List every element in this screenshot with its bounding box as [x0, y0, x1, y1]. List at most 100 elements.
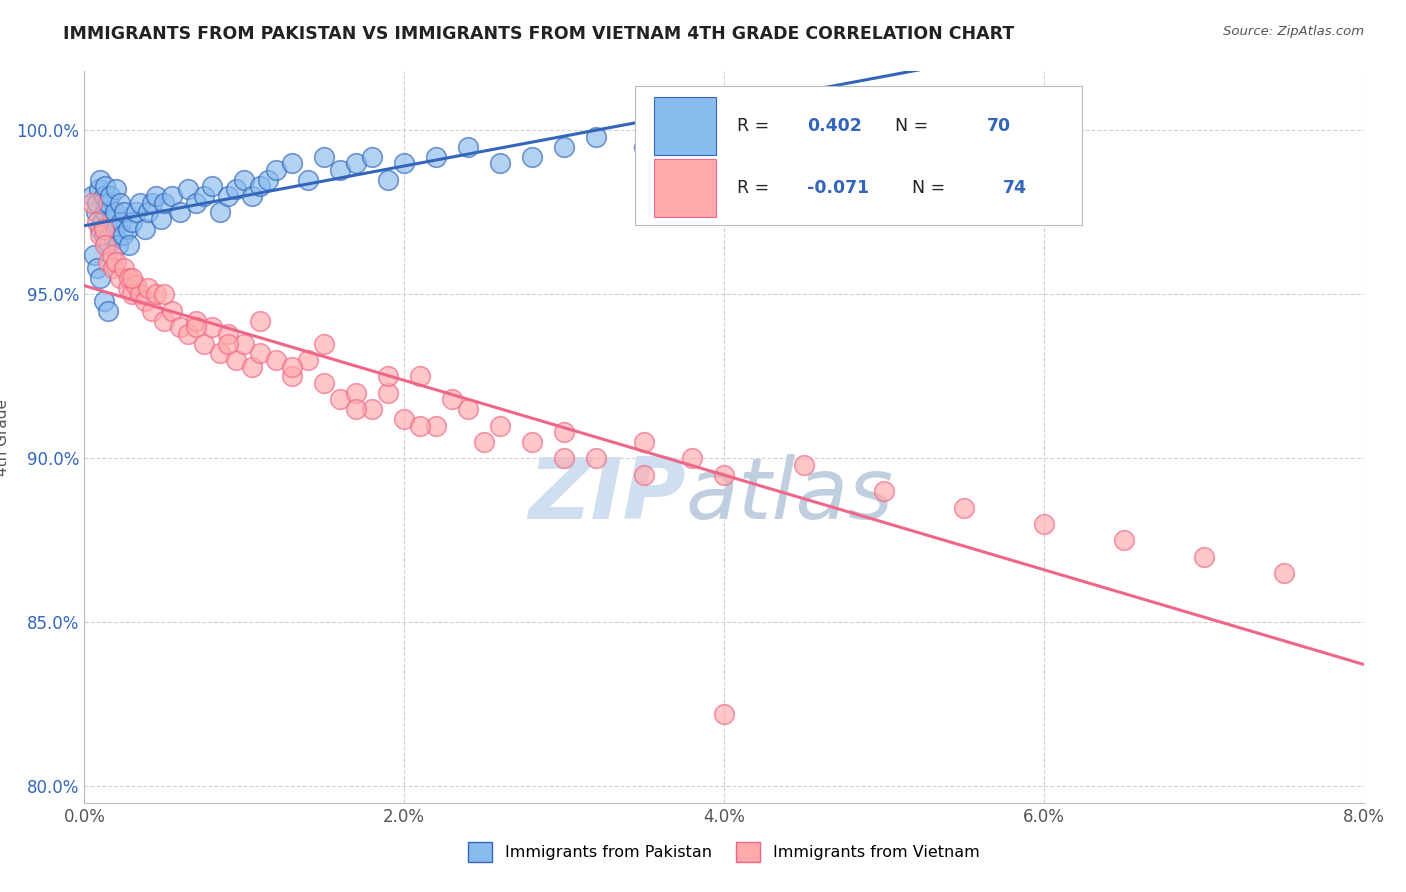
- Point: [249, 313, 271, 327]
- Point: [153, 287, 176, 301]
- Point: [141, 303, 163, 318]
- Point: [86, 195, 108, 210]
- Point: [145, 287, 167, 301]
- Point: [104, 205, 127, 219]
- Point: [585, 130, 607, 145]
- Point: [225, 353, 247, 368]
- Point: [633, 435, 655, 450]
- Point: [83, 248, 105, 262]
- Point: [186, 313, 208, 327]
- Point: [209, 205, 232, 219]
- Point: [314, 336, 336, 351]
- Point: [89, 228, 111, 243]
- Point: [121, 287, 143, 301]
- Point: [297, 353, 319, 368]
- Point: [162, 303, 184, 318]
- Point: [82, 195, 104, 210]
- Point: [793, 458, 815, 472]
- Point: [344, 402, 367, 417]
- FancyBboxPatch shape: [654, 97, 717, 155]
- Point: [129, 287, 152, 301]
- Point: [472, 435, 495, 450]
- Point: [457, 402, 479, 417]
- Point: [297, 172, 319, 186]
- Point: [329, 392, 352, 407]
- Point: [329, 162, 352, 177]
- Point: [257, 172, 280, 186]
- FancyBboxPatch shape: [654, 160, 717, 218]
- Point: [377, 385, 399, 400]
- Point: [100, 248, 122, 262]
- Point: [141, 195, 163, 210]
- Point: [101, 261, 124, 276]
- Point: [1272, 566, 1295, 581]
- Point: [713, 707, 735, 722]
- Point: [681, 451, 703, 466]
- Point: [117, 222, 139, 236]
- Point: [217, 336, 239, 351]
- Point: [134, 293, 156, 308]
- Point: [129, 195, 152, 210]
- Point: [953, 500, 976, 515]
- Point: [105, 182, 128, 196]
- Point: [112, 261, 135, 276]
- Text: R =: R =: [737, 117, 775, 136]
- Point: [93, 293, 115, 308]
- Legend: Immigrants from Pakistan, Immigrants from Vietnam: Immigrants from Pakistan, Immigrants fro…: [463, 836, 986, 868]
- Point: [409, 369, 432, 384]
- Point: [394, 412, 416, 426]
- Point: [153, 195, 176, 210]
- Point: [713, 467, 735, 482]
- Point: [1032, 516, 1054, 531]
- Point: [409, 418, 432, 433]
- Point: [89, 222, 111, 236]
- Point: [118, 271, 141, 285]
- Point: [97, 195, 120, 210]
- Point: [121, 271, 143, 285]
- Point: [425, 418, 447, 433]
- Point: [281, 369, 304, 384]
- Point: [162, 189, 184, 203]
- Point: [117, 281, 139, 295]
- Point: [457, 140, 479, 154]
- Point: [186, 320, 208, 334]
- Point: [97, 238, 120, 252]
- Point: [264, 162, 288, 177]
- Point: [145, 189, 167, 203]
- Point: [118, 238, 141, 252]
- Point: [86, 261, 108, 276]
- Point: [101, 228, 124, 243]
- Point: [110, 215, 132, 229]
- Point: [553, 140, 575, 154]
- Point: [489, 156, 512, 170]
- Point: [193, 189, 215, 203]
- Point: [93, 228, 115, 243]
- Point: [138, 281, 160, 295]
- Point: [233, 336, 256, 351]
- Point: [89, 172, 111, 186]
- Point: [281, 156, 304, 170]
- Point: [264, 353, 288, 368]
- Point: [93, 189, 115, 203]
- Point: [209, 346, 232, 360]
- Point: [82, 189, 104, 203]
- Point: [425, 150, 447, 164]
- Point: [124, 205, 146, 219]
- Point: [489, 418, 512, 433]
- Point: [314, 376, 336, 390]
- Point: [377, 369, 399, 384]
- Point: [121, 215, 143, 229]
- Point: [177, 326, 200, 341]
- Point: [100, 211, 122, 226]
- Point: [441, 392, 464, 407]
- Point: [108, 271, 131, 285]
- Point: [344, 385, 367, 400]
- Point: [249, 346, 271, 360]
- Point: [111, 228, 134, 243]
- Point: [553, 451, 575, 466]
- Point: [97, 254, 120, 268]
- FancyBboxPatch shape: [634, 86, 1083, 225]
- Point: [225, 182, 247, 196]
- Text: IMMIGRANTS FROM PAKISTAN VS IMMIGRANTS FROM VIETNAM 4TH GRADE CORRELATION CHART: IMMIGRANTS FROM PAKISTAN VS IMMIGRANTS F…: [63, 25, 1015, 43]
- Text: 0.402: 0.402: [807, 117, 862, 136]
